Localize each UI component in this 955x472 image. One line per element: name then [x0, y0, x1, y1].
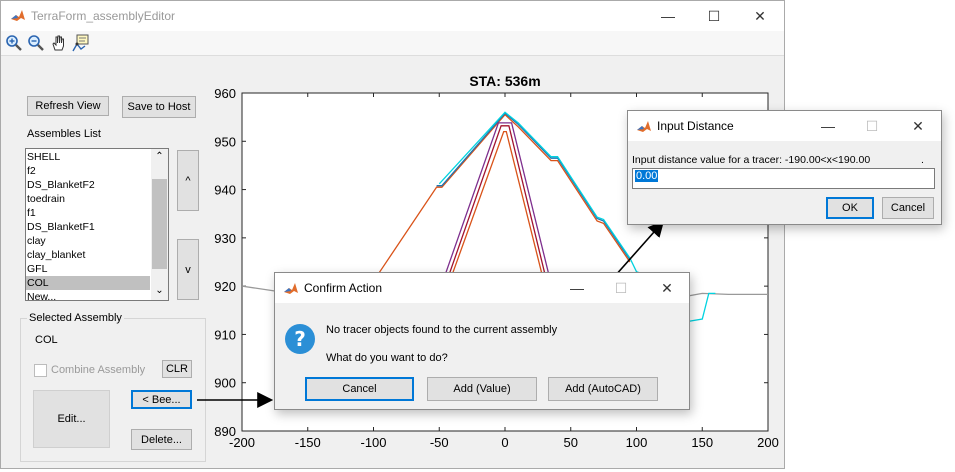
matlab-logo-icon — [637, 121, 651, 132]
x-tick-label: 50 — [564, 435, 578, 450]
y-tick-label: 950 — [214, 134, 236, 149]
scrollbar-thumb[interactable] — [152, 179, 167, 269]
x-tick-label: 0 — [501, 435, 508, 450]
list-item[interactable]: DS_BlanketF1 — [27, 221, 95, 233]
minimize-icon[interactable]: — — [570, 280, 584, 296]
y-tick-label: 930 — [214, 231, 236, 246]
move-up-button[interactable]: ^ — [177, 150, 199, 211]
save-to-host-button[interactable]: Save to Host — [122, 96, 196, 118]
list-item[interactable]: f2 — [27, 165, 36, 177]
assemblies-list-label: Assembles List — [27, 128, 101, 140]
x-tick-label: -50 — [430, 435, 449, 450]
confirm-action-dialog: Confirm Action — ☐ ✕ ? No tracer objects… — [274, 272, 690, 410]
y-tick-label: 940 — [214, 183, 236, 198]
zoom-out-icon[interactable] — [26, 33, 46, 53]
maximize-icon: ☐ — [865, 118, 879, 134]
close-icon[interactable]: ✕ — [912, 118, 924, 134]
main-titlebar: TerraForm_assemblyEditor — ☐ ✕ — [1, 1, 784, 31]
matlab-logo-icon — [10, 8, 26, 24]
input-dialog-title: Input Distance — [657, 119, 734, 133]
list-item[interactable]: toedrain — [27, 193, 65, 205]
y-tick-label: 960 — [214, 86, 236, 101]
cancel-button[interactable]: Cancel — [305, 377, 414, 401]
distance-input[interactable]: 0.00 — [632, 168, 935, 189]
confirm-dialog-titlebar: Confirm Action — ☐ ✕ — [275, 273, 689, 303]
data-cursor-icon[interactable] — [71, 33, 91, 53]
x-tick-label: 100 — [626, 435, 648, 450]
clr-button[interactable]: CLR — [162, 360, 192, 378]
y-tick-label: 890 — [214, 424, 236, 439]
scroll-up-icon[interactable]: ⌃ — [155, 151, 164, 162]
ok-button[interactable]: OK — [826, 197, 874, 219]
minimize-icon[interactable]: — — [821, 118, 835, 134]
input-cancel-button[interactable]: Cancel — [882, 197, 934, 219]
x-tick-label: -150 — [295, 435, 321, 450]
maximize-icon[interactable]: ☐ — [707, 8, 721, 24]
main-window-title: TerraForm_assemblyEditor — [31, 9, 176, 23]
pan-hand-icon[interactable] — [49, 33, 69, 53]
y-tick-label: 900 — [214, 376, 236, 391]
svg-text:?: ? — [294, 327, 306, 351]
input-prompt-tail: . — [921, 154, 924, 166]
series-line — [438, 130, 552, 311]
chart-title: STA: 536m — [469, 73, 540, 89]
series-line — [432, 122, 559, 311]
x-tick-label: 150 — [691, 435, 713, 450]
list-item[interactable]: clay_blanket — [27, 249, 86, 261]
y-tick-label: 910 — [214, 327, 236, 342]
zoom-in-icon[interactable] — [4, 33, 24, 53]
move-down-button[interactable]: v — [177, 239, 199, 300]
confirm-dialog-title: Confirm Action — [304, 281, 383, 295]
input-dialog-titlebar: Input Distance — ☐ ✕ — [628, 111, 941, 141]
scroll-down-icon[interactable]: ⌄ — [155, 285, 164, 296]
add-value-button[interactable]: Add (Value) — [427, 377, 537, 401]
series-line — [366, 113, 631, 292]
list-item[interactable]: DS_BlanketF2 — [27, 179, 95, 191]
refresh-view-button[interactable]: Refresh View — [27, 96, 109, 116]
distance-input-value: 0.00 — [635, 170, 659, 182]
series-line — [436, 112, 631, 260]
question-icon: ? — [285, 324, 315, 354]
combine-assembly-label: Combine Assembly — [51, 364, 146, 376]
input-prompt: Input distance value for a tracer: -190.… — [632, 154, 871, 166]
selected-assembly-group-title: Selected Assembly — [27, 312, 124, 324]
close-icon[interactable]: ✕ — [661, 280, 673, 296]
matlab-logo-icon — [284, 283, 298, 294]
edit-button[interactable]: Edit... — [33, 390, 110, 448]
confirm-question: What do you want to do? — [326, 352, 448, 364]
selected-assembly-group: Selected Assembly COL Combine Assembly C… — [20, 312, 206, 462]
combine-assembly-checkbox[interactable] — [34, 364, 47, 377]
selected-assembly-name: COL — [35, 334, 58, 346]
x-tick-label: -100 — [360, 435, 386, 450]
assemblies-listbox[interactable]: SHELL f2 DS_BlanketF2 toedrain f1 DS_BlanketF… — [25, 148, 169, 301]
confirm-message: No tracer objects found to the current a… — [326, 324, 558, 336]
list-item[interactable]: COL — [26, 276, 150, 290]
y-tick-label: 920 — [214, 279, 236, 294]
figure-toolbar — [1, 31, 784, 56]
input-distance-dialog: Input Distance — ☐ ✕ Input distance valu… — [627, 110, 942, 225]
list-item[interactable]: SHELL — [27, 151, 61, 163]
bee-button[interactable]: < Bee... — [131, 390, 192, 409]
list-item[interactable]: f1 — [27, 207, 36, 219]
list-item[interactable]: New... — [27, 291, 57, 301]
series-line — [435, 125, 555, 311]
list-item[interactable]: GFL — [27, 263, 48, 275]
add-autocad-button[interactable]: Add (AutoCAD) — [548, 377, 658, 401]
maximize-icon: ☐ — [614, 280, 628, 296]
x-tick-label: -200 — [229, 435, 255, 450]
list-item[interactable]: clay — [27, 235, 46, 247]
x-tick-label: 200 — [757, 435, 779, 450]
delete-button[interactable]: Delete... — [131, 429, 192, 450]
minimize-icon[interactable]: — — [661, 8, 675, 24]
listbox-scrollbar[interactable]: ⌃ ⌄ — [151, 149, 168, 300]
assemblies-list-items: SHELL f2 DS_BlanketF2 toedrain f1 DS_BlanketF… — [26, 150, 150, 301]
close-icon[interactable]: ✕ — [754, 8, 766, 24]
